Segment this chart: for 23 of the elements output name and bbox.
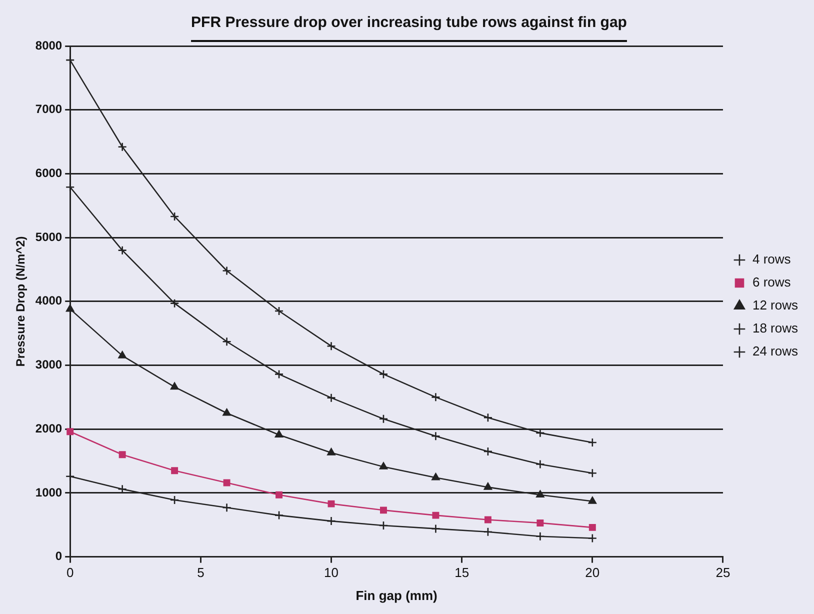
y-tick-label: 4000 xyxy=(35,294,62,308)
x-tick-label: 5 xyxy=(197,565,204,580)
y-tick-label: 6000 xyxy=(35,166,62,180)
x-tick-label: 15 xyxy=(454,565,470,580)
y-axis-title: Pressure Drop (N/m^2) xyxy=(14,236,28,367)
x-tick-label: 0 xyxy=(66,565,74,580)
legend-label: 24 rows xyxy=(752,344,798,359)
legend-label: 18 rows xyxy=(752,320,798,336)
y-tick-label: 3000 xyxy=(35,358,62,372)
y-tick-label: 2000 xyxy=(35,421,62,436)
x-tick-label: 10 xyxy=(324,565,338,580)
x-tick-label: 20 xyxy=(585,565,600,580)
legend-label: 12 rows xyxy=(752,298,798,313)
legend-label: 4 rows xyxy=(752,252,792,267)
y-tick-label: 7000 xyxy=(35,102,62,116)
chart-title: PFR Pressure drop over increasing tube rows against fin gap xyxy=(191,14,627,32)
x-axis-title: Fin gap (mm) xyxy=(356,588,438,603)
x-tick-label: 25 xyxy=(716,565,730,580)
legend-label: 6 rows xyxy=(752,274,792,290)
y-tick-label: 8000 xyxy=(35,38,62,52)
y-tick-label: 0 xyxy=(55,549,62,564)
y-tick-label: 5000 xyxy=(35,230,62,244)
y-tick-label: 1000 xyxy=(35,485,62,500)
